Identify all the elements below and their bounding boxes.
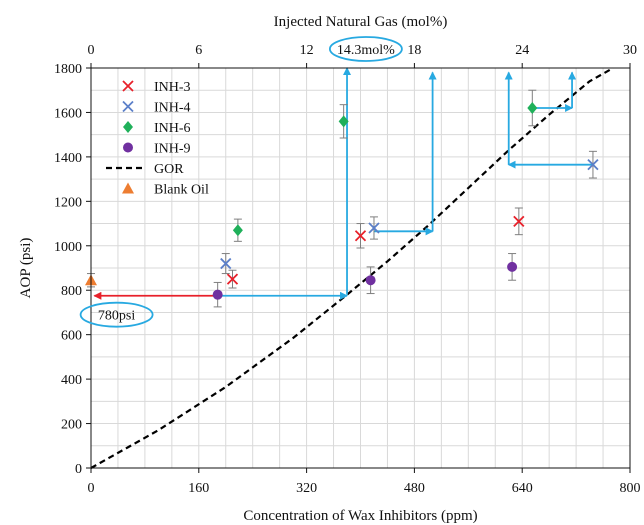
top-tick-label: 18 <box>407 43 421 58</box>
legend-swatch <box>122 100 134 113</box>
legend-label: GOR <box>154 162 184 177</box>
y-tick-label: 800 <box>61 284 82 299</box>
data-points <box>85 89 599 308</box>
data-point <box>368 222 380 234</box>
y-tick-label: 0 <box>75 462 82 477</box>
annotation-text: 14.3mol% <box>337 43 395 58</box>
x-tick-label: 800 <box>620 481 641 496</box>
legend-label: INH-3 <box>154 80 191 95</box>
legend-label: INH-4 <box>154 101 191 116</box>
annotations: 780psi 14.3mol% <box>79 36 403 328</box>
y-tick-label: 1400 <box>54 151 82 166</box>
annotation-text: 780psi <box>98 309 135 324</box>
annotation: 780psi <box>79 301 154 328</box>
data-point <box>513 215 525 227</box>
y-tick-label: 1200 <box>54 195 82 210</box>
x-tick-label: 320 <box>296 481 317 496</box>
data-point <box>527 102 538 114</box>
legend-swatch <box>122 182 134 194</box>
annotation-ellipse <box>79 301 154 328</box>
gor-line-path <box>90 67 614 469</box>
x-axis-label: Concentration of Wax Inhibitors (ppm) <box>243 508 477 524</box>
y-tick-label: 600 <box>61 329 82 344</box>
data-point <box>226 273 239 285</box>
arrows <box>93 67 593 300</box>
x-tick-label: 480 <box>404 481 425 496</box>
data-point <box>212 289 223 300</box>
legend-label: INH-6 <box>154 121 191 136</box>
top-tick-label: 24 <box>515 43 529 58</box>
top-tick-label: 12 <box>300 43 314 58</box>
x-tick-label: 160 <box>188 481 209 496</box>
legend-label: INH-9 <box>154 142 191 157</box>
x-tick-label: 0 <box>88 481 95 496</box>
data-point <box>220 257 232 270</box>
data-point <box>587 159 599 171</box>
top-axis-label: Injected Natural Gas (mol%) <box>274 14 448 30</box>
x-tick-label: 640 <box>512 481 533 496</box>
annotation: 14.3mol% <box>328 36 403 62</box>
y-tick-label: 1000 <box>54 240 82 255</box>
top-tick-label: 0 <box>88 43 95 58</box>
top-tick-label: 30 <box>623 43 637 58</box>
plot-frame <box>90 67 631 469</box>
top-tick-label: 6 <box>195 43 202 58</box>
y-axis-label: AOP (psi) <box>18 238 34 299</box>
legend: INH-3 INH-4 INH-6 INH-9 GOR Blank Oil <box>106 80 209 198</box>
axis-ticks: 0 160 320 480 640 800 0 200 400 600 800 1000 1200 140… <box>54 43 641 496</box>
grid <box>91 68 630 468</box>
annotation-ellipse <box>328 36 403 62</box>
legend-swatch <box>123 142 133 153</box>
y-tick-label: 200 <box>61 418 82 433</box>
y-tick-label: 1600 <box>54 106 82 121</box>
legend-swatch <box>123 121 133 133</box>
data-point <box>354 230 367 242</box>
data-point <box>507 261 518 272</box>
data-point <box>365 275 376 286</box>
data-point <box>338 115 349 128</box>
legend-swatch <box>122 80 134 92</box>
y-tick-label: 400 <box>61 373 82 388</box>
data-point <box>232 224 243 237</box>
y-tick-label: 1800 <box>54 62 82 77</box>
legend-label: Blank Oil <box>154 183 209 198</box>
gor-curve <box>90 67 614 469</box>
